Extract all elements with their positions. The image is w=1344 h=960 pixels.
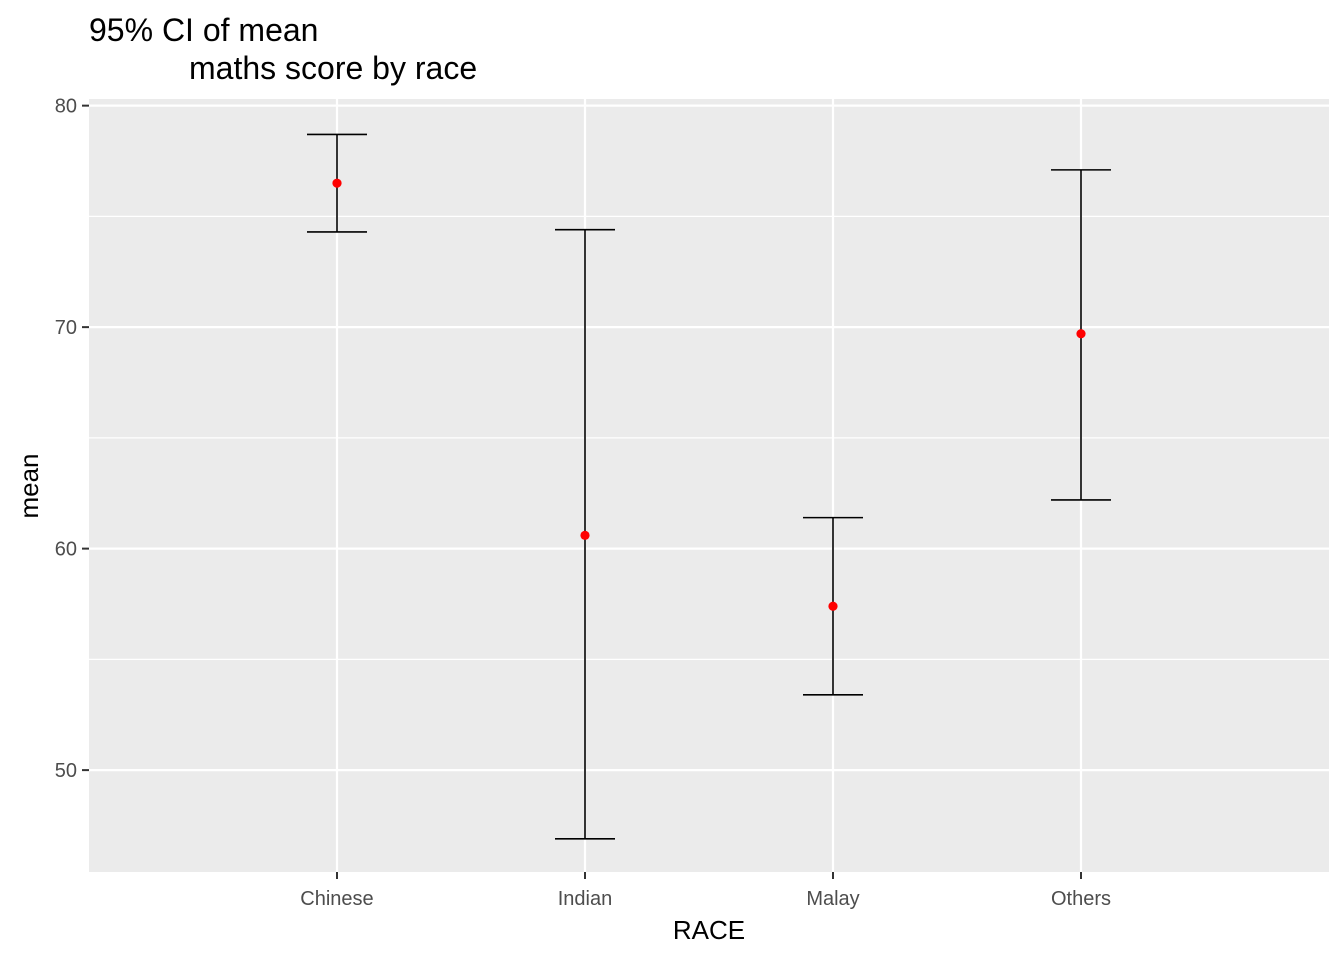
x-tick-label: Chinese [300,888,373,910]
y-tick-label: 80 [55,96,77,118]
y-tick-label: 50 [55,760,77,782]
chart-title-line-2: maths score by race [189,50,477,86]
chart-title-line-1: 95% CI of mean [89,12,318,48]
x-axis: Chinese Indian Malay Others [300,872,1111,910]
y-tick-label: 70 [55,317,77,339]
mean-point-malay [828,601,838,611]
x-tick-label: Others [1051,888,1111,910]
mean-point-others [1076,329,1086,339]
plot-panel [89,99,1329,872]
mean-point-chinese [332,178,342,188]
mean-points [332,178,1086,611]
x-tick-label: Malay [806,888,859,910]
y-axis-title: mean [14,453,44,518]
x-tick-label: Indian [558,888,613,910]
grid-minor [89,215,1329,660]
x-axis-title: RACE [673,915,745,945]
mean-point-indian [580,530,590,540]
y-tick-label: 60 [55,539,77,561]
y-axis: 50 60 70 80 [55,96,89,782]
